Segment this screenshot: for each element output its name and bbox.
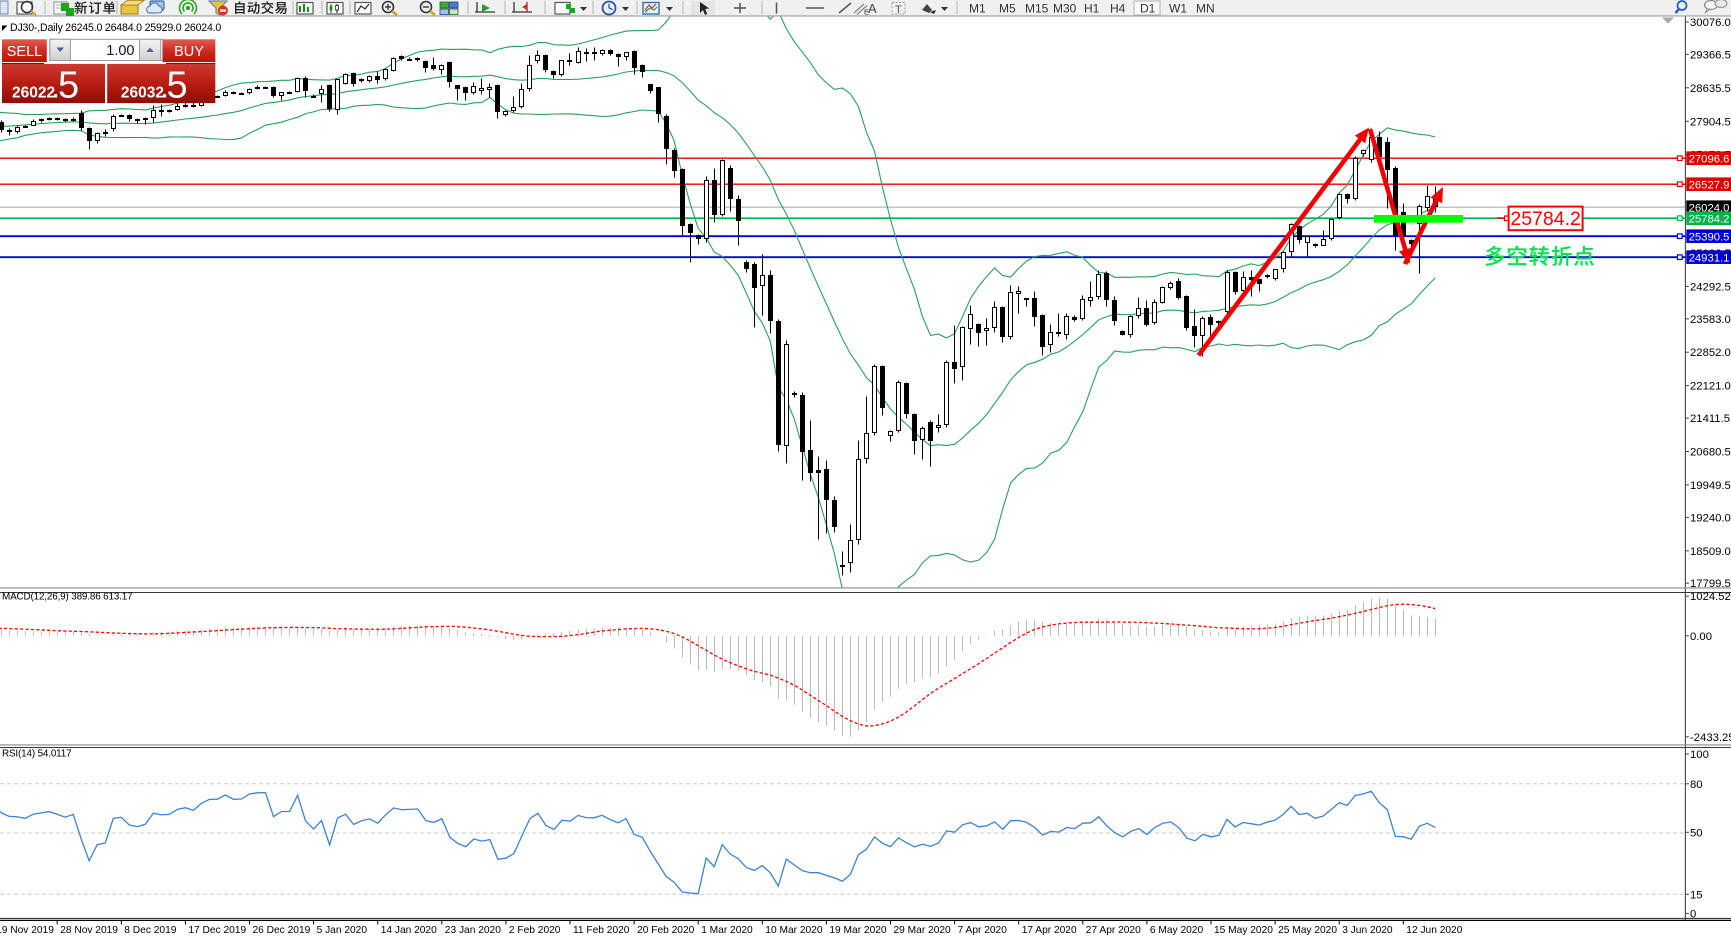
svg-text:19 Mar 2020: 19 Mar 2020: [829, 925, 887, 936]
svg-text:20680.5: 20680.5: [1690, 447, 1731, 459]
svg-text:28 Nov 2019: 28 Nov 2019: [60, 925, 118, 936]
svg-text:M5: M5: [999, 2, 1016, 16]
svg-text:W1: W1: [1169, 2, 1187, 16]
svg-text:.: .: [162, 77, 168, 102]
svg-text:7 Apr 2020: 7 Apr 2020: [958, 925, 1008, 936]
svg-text:M1: M1: [969, 2, 986, 16]
svg-text:2 Feb 2020: 2 Feb 2020: [509, 925, 561, 936]
svg-text:19949.5: 19949.5: [1690, 480, 1731, 492]
svg-text:RSI(14) 54.0117: RSI(14) 54.0117: [2, 749, 71, 760]
svg-text:MACD(12,26,9) 389.86 613.17: MACD(12,26,9) 389.86 613.17: [2, 592, 132, 603]
svg-text:19 Nov 2019: 19 Nov 2019: [0, 925, 54, 936]
svg-text:20 Feb 2020: 20 Feb 2020: [637, 925, 695, 936]
svg-text:D1: D1: [1140, 2, 1156, 16]
svg-text:27904.5: 27904.5: [1690, 116, 1731, 128]
svg-text:1024.52: 1024.52: [1690, 591, 1731, 603]
svg-text:E: E: [864, 8, 869, 17]
svg-text:22852.0: 22852.0: [1690, 347, 1731, 359]
svg-text:0: 0: [1690, 908, 1696, 920]
svg-text:29 Mar 2020: 29 Mar 2020: [894, 925, 952, 936]
svg-text:5: 5: [167, 64, 188, 106]
svg-text:26527.9: 26527.9: [1689, 179, 1730, 191]
svg-text:25 May 2020: 25 May 2020: [1278, 925, 1337, 936]
svg-text:23583.0: 23583.0: [1690, 314, 1731, 326]
svg-text:25784.2: 25784.2: [1510, 208, 1581, 230]
svg-text:0.00: 0.00: [1690, 631, 1712, 643]
svg-text:27 Apr 2020: 27 Apr 2020: [1086, 925, 1141, 936]
svg-text:T: T: [895, 4, 902, 16]
svg-text:19240.0: 19240.0: [1690, 512, 1731, 524]
svg-text:17 Apr 2020: 17 Apr 2020: [1022, 925, 1077, 936]
svg-text:6 May 2020: 6 May 2020: [1150, 925, 1204, 936]
svg-text:80: 80: [1690, 779, 1703, 791]
svg-text:22121.0: 22121.0: [1690, 381, 1731, 393]
svg-text:28635.5: 28635.5: [1690, 83, 1731, 95]
svg-text:30076.0: 30076.0: [1690, 17, 1731, 29]
svg-text:M30: M30: [1053, 2, 1077, 16]
svg-text:21411.5: 21411.5: [1690, 413, 1730, 425]
svg-text:50: 50: [1690, 827, 1703, 839]
svg-text:1.00: 1.00: [106, 43, 134, 59]
svg-text:DJ30-,Daily 26245.0 26484.0 2: DJ30-,Daily 26245.0 26484.0 25929.0 2602…: [10, 22, 221, 34]
svg-text:8 Dec 2019: 8 Dec 2019: [124, 925, 176, 936]
svg-text:23 Jan 2020: 23 Jan 2020: [445, 925, 501, 936]
svg-text:26022: 26022: [12, 84, 55, 101]
svg-text:A: A: [868, 1, 877, 16]
svg-text:25390.5: 25390.5: [1689, 231, 1730, 243]
svg-text:SELL: SELL: [7, 44, 42, 60]
svg-text:12 Jun 2020: 12 Jun 2020: [1406, 925, 1462, 936]
svg-text:H1: H1: [1084, 2, 1100, 16]
svg-text:27096.6: 27096.6: [1689, 153, 1730, 165]
svg-text:5: 5: [58, 64, 79, 106]
svg-text:H4: H4: [1110, 2, 1126, 16]
svg-text:18509.0: 18509.0: [1690, 546, 1731, 558]
svg-text:17 Dec 2019: 17 Dec 2019: [188, 925, 246, 936]
svg-text:-2433.25: -2433.25: [1690, 732, 1731, 744]
svg-text:3 Jun 2020: 3 Jun 2020: [1342, 925, 1393, 936]
svg-text:.: .: [53, 77, 59, 102]
svg-text:26 Dec 2019: 26 Dec 2019: [253, 925, 311, 936]
svg-text:14 Jan 2020: 14 Jan 2020: [381, 925, 437, 936]
svg-text:BUY: BUY: [174, 44, 204, 60]
svg-text:17799.5: 17799.5: [1690, 578, 1731, 590]
svg-text:15 May 2020: 15 May 2020: [1214, 925, 1273, 936]
svg-text:1 Mar 2020: 1 Mar 2020: [701, 925, 753, 936]
svg-text:MN: MN: [1196, 2, 1215, 16]
svg-text:29366.5: 29366.5: [1690, 49, 1731, 61]
svg-text:24292.5: 24292.5: [1690, 281, 1731, 293]
svg-text:24931.1: 24931.1: [1689, 252, 1730, 264]
svg-text:5 Jan 2020: 5 Jan 2020: [317, 925, 368, 936]
svg-text:11 Feb 2020: 11 Feb 2020: [573, 925, 630, 936]
svg-text:M15: M15: [1025, 2, 1049, 16]
svg-text:100: 100: [1690, 749, 1709, 761]
svg-text:15: 15: [1690, 889, 1703, 901]
svg-text:25784.2: 25784.2: [1689, 213, 1730, 225]
svg-text:26032: 26032: [121, 84, 164, 101]
svg-text:10 Mar 2020: 10 Mar 2020: [765, 925, 823, 936]
